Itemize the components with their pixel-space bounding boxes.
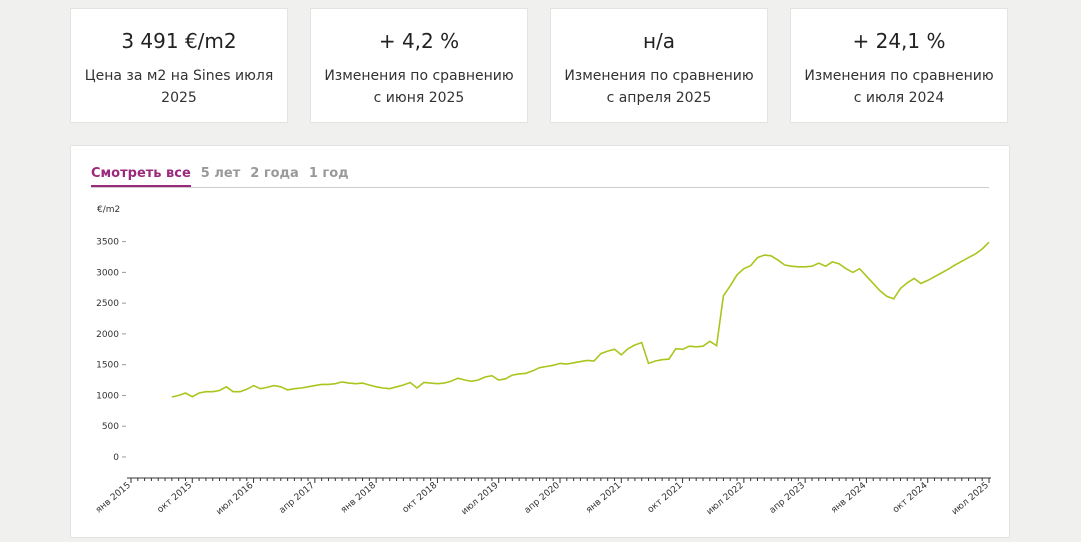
data-line [171, 241, 990, 398]
tab[interactable]: 5 лет [200, 166, 241, 181]
stat-value: + 4,2 % [378, 29, 460, 53]
stat-value: + 24,1 % [852, 29, 946, 53]
stat-card: + 4,2 % Изменения по сравнению с июня 202… [310, 8, 528, 123]
x-tick-label: янв 2024 [829, 480, 868, 515]
x-tick-label: июл 2025 [950, 481, 991, 518]
stat-card: 3 491 €/m2 Цена за м2 на Sines июля 2025 [70, 8, 288, 123]
x-tick-label: окт 2021 [646, 481, 685, 516]
x-tick-label: янв 2015 [94, 481, 133, 516]
y-tick-label: 0 [113, 453, 119, 463]
y-tick-label: 3500 [96, 238, 119, 248]
x-tick-label: апр 2020 [523, 480, 562, 515]
y-tick-label: 2000 [96, 330, 119, 340]
x-tick-label: июл 2019 [460, 480, 501, 517]
y-tick-label: 3000 [96, 268, 119, 278]
stat-text: Изменения по сравнению с апреля 2025 [564, 68, 754, 106]
tab[interactable]: 1 год [308, 166, 349, 181]
x-tick-label: апр 2017 [278, 481, 317, 516]
y-tick-label: 2500 [96, 299, 119, 309]
stat-card: + 24,1 % Изменения по сравнению с июля 20… [790, 8, 1008, 123]
stat-text: Цена за м2 на Sines июля 2025 [84, 68, 274, 106]
x-tick-label: апр 2023 [768, 481, 807, 516]
x-tick-label: янв 2021 [584, 481, 623, 516]
stat-value: 3 491 €/m2 [121, 29, 237, 53]
x-tick-label: окт 2024 [891, 480, 930, 515]
x-tick-label: окт 2018 [401, 480, 440, 515]
stat-card: н/a Изменения по сравнению с апреля 2025 [550, 8, 768, 123]
y-axis-label: €/m2 [97, 205, 120, 215]
stat-value: н/a [642, 29, 676, 53]
y-tick-label: 1500 [96, 361, 119, 371]
stat-text: Изменения по сравнению с июля 2024 [804, 68, 994, 106]
stat-text: Изменения по сравнению с июня 2025 [324, 68, 514, 106]
tabs: Смотреть все 5 лет 2 года 1 год [91, 166, 989, 188]
x-tick-label: янв 2018 [339, 480, 378, 515]
chart-panel: Смотреть все 5 лет 2 года 1 год [70, 145, 1010, 538]
x-tick-label: июл 2022 [705, 481, 746, 518]
tab[interactable]: 2 года [250, 166, 299, 181]
x-tick-label: окт 2015 [156, 481, 195, 516]
y-tick-label: 500 [102, 422, 119, 432]
x-tick-label: июл 2016 [215, 480, 256, 517]
tab[interactable]: Смотреть все [91, 166, 191, 187]
y-tick-label: 1000 [96, 391, 119, 401]
